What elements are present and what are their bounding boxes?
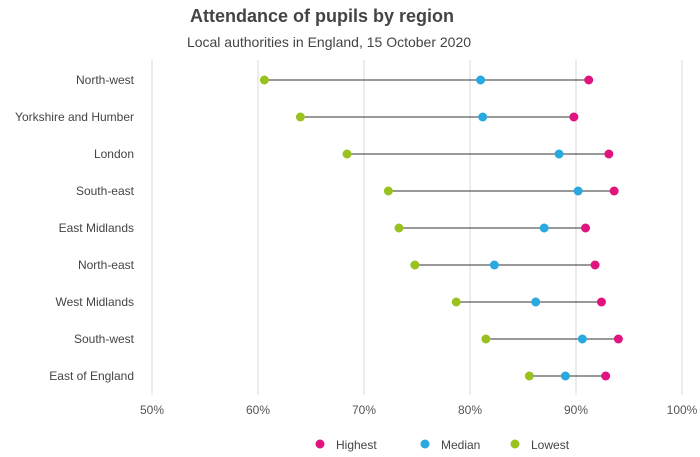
x-tick-label: 80% [458, 403, 482, 417]
legend: Highest Median Lowest [315, 438, 570, 452]
lowest-point [410, 260, 420, 270]
lowest-point [524, 371, 534, 381]
lowest-point [451, 297, 461, 307]
median-point [531, 297, 541, 307]
highest-point [604, 149, 614, 159]
category-label: South-west [74, 332, 135, 346]
x-tick-label: 70% [352, 403, 376, 417]
median-point [554, 149, 564, 159]
category-label: North-east [78, 258, 135, 272]
median-point [489, 260, 499, 270]
median-point [577, 334, 587, 344]
data-points [259, 75, 623, 381]
lowest-point [342, 149, 352, 159]
median-point [476, 75, 486, 85]
highest-point [590, 260, 600, 270]
lowest-legend-label: Lowest [531, 438, 570, 452]
highest-point [613, 334, 623, 344]
chart-title: Attendance of pupils by region [190, 6, 454, 26]
lowest-point [394, 223, 404, 233]
highest-point [609, 186, 619, 196]
median-point [573, 186, 583, 196]
highest-legend-label: Highest [336, 438, 377, 452]
lowest-point [295, 112, 305, 122]
y-axis-categories: North-west Yorkshire and Humber London Sout… [15, 73, 135, 383]
highest-point [601, 371, 611, 381]
category-label: East Midlands [59, 221, 134, 235]
category-label: Yorkshire and Humber [15, 110, 134, 124]
lowest-point [481, 334, 491, 344]
lowest-legend-marker [510, 439, 520, 449]
category-label: East of England [49, 369, 134, 383]
highest-point [584, 75, 594, 85]
category-label: North-west [76, 73, 135, 87]
highest-point [596, 297, 606, 307]
lowest-point [259, 75, 269, 85]
x-tick-label: 100% [667, 403, 698, 417]
chart-subtitle: Local authorities in England, 15 October… [187, 34, 471, 50]
median-point [539, 223, 549, 233]
range-lines [264, 79, 619, 377]
x-axis-ticks: 50% 60% 70% 80% 90% 100% [140, 403, 698, 417]
median-point [560, 371, 570, 381]
x-tick-label: 50% [140, 403, 164, 417]
highest-point [581, 223, 591, 233]
median-legend-marker [420, 439, 430, 449]
highest-point [569, 112, 579, 122]
x-tick-label: 60% [246, 403, 270, 417]
x-tick-label: 90% [564, 403, 588, 417]
category-label: South-east [76, 184, 135, 198]
category-label: London [94, 147, 134, 161]
median-legend-label: Median [441, 438, 480, 452]
category-label: West Midlands [56, 295, 134, 309]
lowest-point [383, 186, 393, 196]
highest-legend-marker [315, 439, 325, 449]
median-point [478, 112, 488, 122]
